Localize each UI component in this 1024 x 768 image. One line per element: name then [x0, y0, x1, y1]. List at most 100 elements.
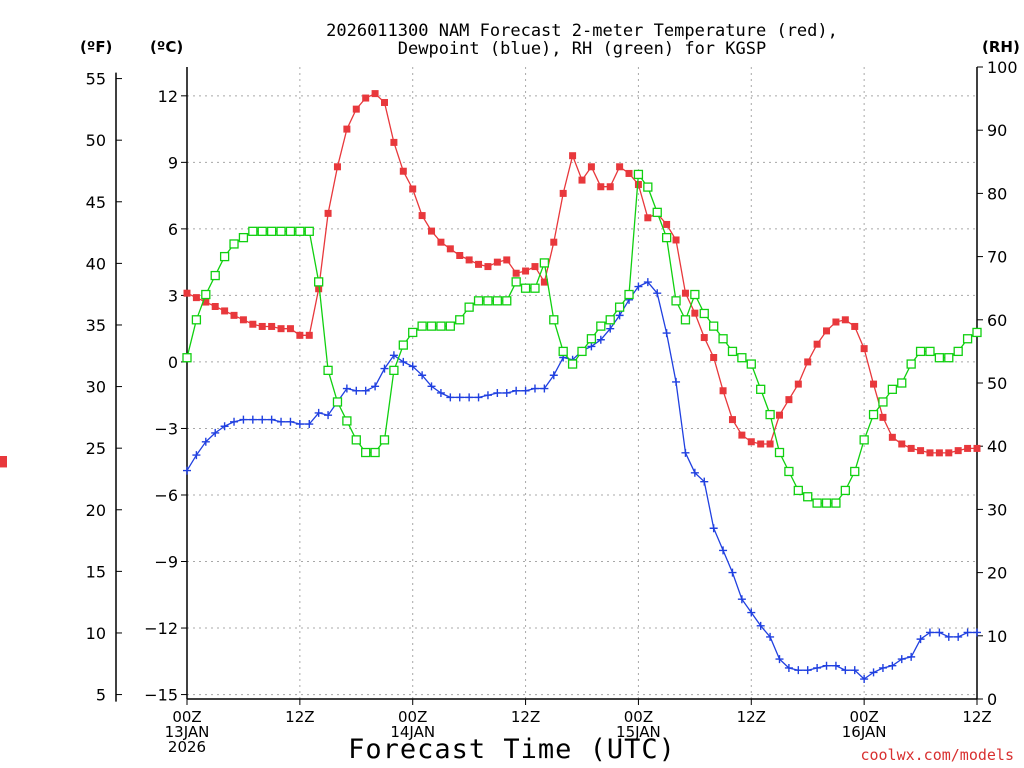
- temperature-point: [954, 447, 962, 455]
- rh-point: [210, 270, 220, 281]
- rh-point: [793, 485, 803, 496]
- temperature-point: [258, 322, 266, 330]
- dewpoint-point: [324, 411, 333, 420]
- rh-point: [530, 283, 540, 293]
- x-tick-label: 00Z 14JAN: [390, 708, 435, 741]
- dewpoint-point: [201, 437, 210, 446]
- dewpoint-point: [408, 362, 417, 371]
- dewpoint-point: [690, 468, 699, 477]
- dewpoint-point: [944, 632, 953, 641]
- temperature-point: [211, 302, 219, 310]
- celsius-tick-label: 12: [158, 87, 178, 106]
- temperature-point: [804, 358, 812, 366]
- rh-point: [746, 359, 756, 369]
- temperature-point: [841, 316, 849, 324]
- dewpoint-point: [502, 388, 511, 397]
- dewpoint-point: [305, 420, 314, 429]
- rh-point: [586, 334, 597, 344]
- dewpoint-point: [615, 311, 624, 320]
- temperature-point: [503, 256, 511, 264]
- dewpoint-point: [766, 632, 775, 641]
- temperature-point: [738, 431, 746, 439]
- dewpoint-point: [540, 384, 549, 393]
- rh-point: [464, 302, 474, 312]
- temperature-point: [945, 449, 953, 457]
- dewpoint-point: [954, 632, 963, 641]
- temperature-point: [305, 331, 313, 339]
- dewpoint-point: [784, 663, 793, 672]
- rh-point: [803, 492, 813, 502]
- rh-point: [605, 315, 615, 325]
- rh-point: [248, 226, 258, 236]
- temperature-point: [286, 325, 294, 333]
- rh-point: [520, 283, 531, 293]
- x-tick-label: 12Z: [962, 708, 991, 726]
- temperature-point: [606, 183, 614, 191]
- dewpoint-point: [878, 663, 887, 672]
- rh-point: [304, 226, 314, 236]
- rh-point: [567, 359, 578, 369]
- temperature-point: [390, 138, 398, 146]
- temperature-point: [456, 251, 464, 259]
- rh-tick-label: 0: [987, 690, 997, 709]
- temperature-point: [475, 260, 483, 268]
- rh-point: [295, 226, 305, 236]
- rh-tick-label: 30: [987, 500, 1007, 519]
- rh-point: [840, 485, 850, 496]
- dewpoint-point: [737, 595, 746, 604]
- dewpoint-point: [728, 568, 737, 577]
- dewpoint-point: [380, 364, 389, 373]
- rh-point: [765, 409, 775, 420]
- dewpoint-point: [230, 417, 239, 426]
- rh-point: [633, 169, 644, 180]
- rh-point: [455, 315, 465, 325]
- dewpoint-point: [973, 628, 981, 637]
- temperature-point: [681, 289, 689, 297]
- temperature-point: [183, 289, 191, 297]
- celsius-tick-label: −15: [144, 686, 178, 705]
- rh-tick-label: 10: [987, 627, 1007, 646]
- temperature-point: [230, 311, 238, 319]
- rh-point: [859, 435, 869, 445]
- temperature-point: [794, 380, 802, 388]
- fahrenheit-tick-label: 45: [86, 193, 106, 212]
- rh-point: [426, 321, 437, 331]
- rh-point: [219, 251, 230, 262]
- fahrenheit-tick-label: 25: [86, 439, 106, 458]
- celsius-tick-label: −12: [144, 619, 178, 638]
- dewpoint-point: [295, 420, 304, 429]
- temperature-point: [625, 169, 633, 177]
- rh-point: [915, 346, 926, 357]
- temperature-point: [879, 413, 887, 421]
- rh-point: [624, 289, 634, 300]
- fahrenheit-tick-label: 40: [86, 254, 106, 273]
- rh-point: [539, 258, 550, 268]
- dewpoint-point: [239, 415, 248, 424]
- temperature-point: [823, 327, 831, 335]
- dewpoint-point: [521, 386, 530, 395]
- dewpoint-point: [756, 621, 765, 630]
- fahrenheit-tick-label: 55: [86, 70, 106, 89]
- rh-line: [186, 172, 978, 504]
- rh-point: [774, 447, 785, 458]
- temperature-point: [888, 433, 896, 441]
- temperature-point: [343, 125, 351, 133]
- temperature-point: [399, 167, 407, 175]
- rh-point: [351, 435, 361, 445]
- dewpoint-point: [907, 652, 916, 661]
- dewpoint-point: [831, 661, 840, 670]
- dewpoint-point: [248, 415, 257, 424]
- dewpoint-point: [850, 666, 859, 675]
- rh-point: [201, 289, 211, 300]
- temperature-point: [766, 440, 774, 448]
- rh-point: [238, 232, 249, 243]
- temperature-point: [493, 258, 501, 266]
- rh-point: [191, 315, 202, 325]
- tick-labels: 129630−3−6−9−12−155550454035302520151051…: [86, 58, 1018, 756]
- temperature-point: [550, 238, 558, 246]
- rh-point: [549, 315, 559, 325]
- temperature-point: [964, 444, 972, 452]
- dewpoint-point: [211, 428, 220, 437]
- dewpoint-point: [681, 448, 690, 457]
